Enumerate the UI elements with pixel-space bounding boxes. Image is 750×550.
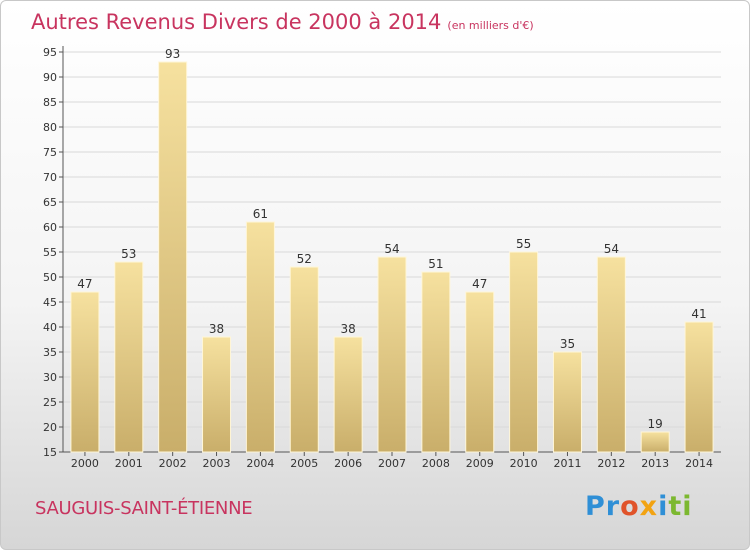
data-label: 54 bbox=[384, 242, 399, 256]
bar bbox=[377, 256, 407, 453]
data-label: 51 bbox=[428, 257, 443, 271]
bar bbox=[640, 431, 670, 453]
x-tick-label: 2010 bbox=[510, 457, 538, 470]
data-label: 19 bbox=[648, 417, 663, 431]
data-label: 52 bbox=[297, 252, 312, 266]
x-tick-label: 2011 bbox=[553, 457, 581, 470]
bar bbox=[70, 291, 100, 453]
bar bbox=[509, 251, 539, 453]
x-tick-label: 2005 bbox=[290, 457, 318, 470]
data-label: 38 bbox=[209, 322, 224, 336]
y-tick-label: 65 bbox=[43, 196, 57, 209]
data-label: 35 bbox=[560, 337, 575, 351]
x-tick-label: 2003 bbox=[203, 457, 231, 470]
y-tick-label: 55 bbox=[43, 246, 57, 259]
y-tick-label: 95 bbox=[43, 46, 57, 59]
x-tick-label: 2004 bbox=[246, 457, 274, 470]
data-label: 47 bbox=[472, 277, 487, 291]
y-tick-label: 20 bbox=[43, 421, 57, 434]
y-tick-label: 80 bbox=[43, 121, 57, 134]
data-label: 93 bbox=[165, 47, 180, 61]
bar bbox=[552, 351, 582, 453]
y-tick-label: 40 bbox=[43, 321, 57, 334]
commune-name: SAUGUIS-SAINT-ÉTIENNE bbox=[35, 498, 253, 519]
y-tick-label: 25 bbox=[43, 396, 57, 409]
x-tick-label: 2001 bbox=[115, 457, 143, 470]
data-label: 53 bbox=[121, 247, 136, 261]
bar bbox=[202, 336, 232, 453]
chart-unit: (en milliers d'€) bbox=[447, 19, 534, 32]
x-tick-label: 2008 bbox=[422, 457, 450, 470]
x-tick-label: 2006 bbox=[334, 457, 362, 470]
bar bbox=[684, 321, 714, 453]
data-label: 54 bbox=[604, 242, 619, 256]
data-label: 47 bbox=[77, 277, 92, 291]
bar bbox=[114, 261, 144, 453]
proxiti-logo: Proxiti bbox=[585, 491, 693, 522]
y-tick-label: 15 bbox=[43, 446, 57, 459]
y-tick-label: 60 bbox=[43, 221, 57, 234]
bar bbox=[333, 336, 363, 453]
x-tick-label: 2007 bbox=[378, 457, 406, 470]
data-label: 41 bbox=[691, 307, 706, 321]
y-tick-label: 70 bbox=[43, 171, 57, 184]
logo-part-3: x bbox=[639, 491, 659, 522]
logo-part-1: Pr bbox=[585, 491, 621, 522]
x-tick-label: 2002 bbox=[159, 457, 187, 470]
bar bbox=[465, 291, 495, 453]
y-tick-label: 45 bbox=[43, 296, 57, 309]
bar bbox=[421, 271, 451, 453]
logo-part-2: o bbox=[620, 491, 640, 522]
y-tick-label: 30 bbox=[43, 371, 57, 384]
bar bbox=[289, 266, 319, 453]
x-tick-label: 2012 bbox=[597, 457, 625, 470]
data-label: 55 bbox=[516, 237, 531, 251]
data-label: 61 bbox=[253, 207, 268, 221]
y-tick-label: 50 bbox=[43, 271, 57, 284]
x-tick-label: 2013 bbox=[641, 457, 669, 470]
x-tick-label: 2014 bbox=[685, 457, 713, 470]
x-tick-label: 2009 bbox=[466, 457, 494, 470]
y-tick-label: 75 bbox=[43, 146, 57, 159]
y-tick-label: 90 bbox=[43, 71, 57, 84]
logo-part-4: i bbox=[658, 491, 669, 522]
y-tick-label: 85 bbox=[43, 96, 57, 109]
chart-title-text: Autres Revenus Divers de 2000 à 2014 bbox=[31, 10, 442, 34]
bar bbox=[596, 256, 626, 453]
x-tick-label: 2000 bbox=[71, 457, 99, 470]
chart-title: Autres Revenus Divers de 2000 à 2014 (en … bbox=[31, 10, 534, 34]
bar bbox=[158, 61, 188, 453]
logo-part-5: ti bbox=[668, 491, 693, 522]
data-label: 38 bbox=[340, 322, 355, 336]
y-tick-label: 35 bbox=[43, 346, 57, 359]
bar bbox=[245, 221, 275, 453]
